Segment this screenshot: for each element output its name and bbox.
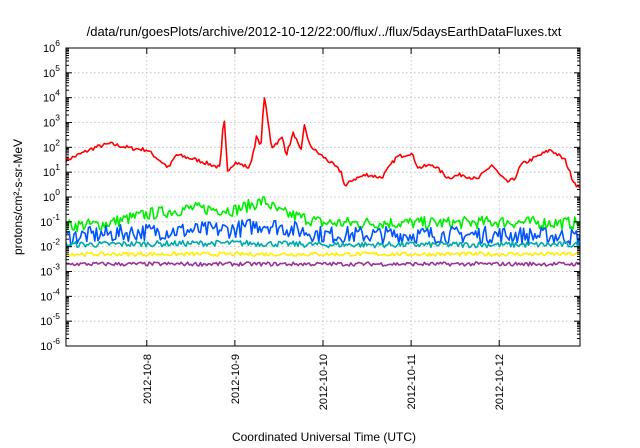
y-tick-label: 103 [43, 113, 60, 130]
grid-lines [66, 48, 580, 346]
tick-marks [66, 47, 580, 347]
x-tick-labels: 2012-10-8 2012-10-9 2012-10-10 2012-10-11 20… [142, 354, 506, 410]
x-tick-label: 2012-10-10 [318, 354, 330, 410]
chart-title: /data/run/goesPlots/archive/2012-10-12/2… [87, 24, 562, 39]
x-tick-label: 2012-10-12 [494, 354, 506, 410]
series-line-1 [65, 97, 581, 189]
y-tick-label: 104 [43, 88, 60, 105]
y-tick-label: 100 [43, 187, 60, 204]
x-tick-label: 2012-10-9 [230, 354, 242, 404]
y-tick-label: 10-2 [40, 237, 60, 254]
series-line-2 [65, 196, 581, 233]
x-axis-label: Coordinated Universal Time (UTC) [232, 430, 416, 444]
series-line-4 [65, 239, 581, 249]
series-line-3 [65, 218, 581, 246]
y-tick-labels: 10-6 10-5 10-4 10-3 10-2 10-1 100 101 102 103 104 1… [40, 38, 60, 353]
y-tick-label: 106 [43, 38, 60, 55]
x-tick-label: 2012-10-11 [406, 354, 418, 409]
series-line-5 [65, 251, 580, 257]
y-tick-label: 10-5 [40, 311, 60, 328]
y-tick-label: 10-4 [40, 286, 60, 303]
series-line-6 [66, 261, 580, 267]
x-tick-label: 2012-10-8 [142, 354, 154, 404]
y-tick-label: 105 [43, 63, 60, 80]
y-tick-label: 101 [43, 162, 60, 179]
y-axis-label: protons/cm²-s-sr-MeV [11, 139, 25, 255]
y-tick-label: 10-6 [40, 336, 60, 353]
y-tick-label: 10-1 [40, 212, 60, 229]
y-tick-label: 102 [43, 137, 60, 154]
y-tick-label: 10-3 [40, 262, 60, 279]
series-layer [65, 97, 581, 267]
